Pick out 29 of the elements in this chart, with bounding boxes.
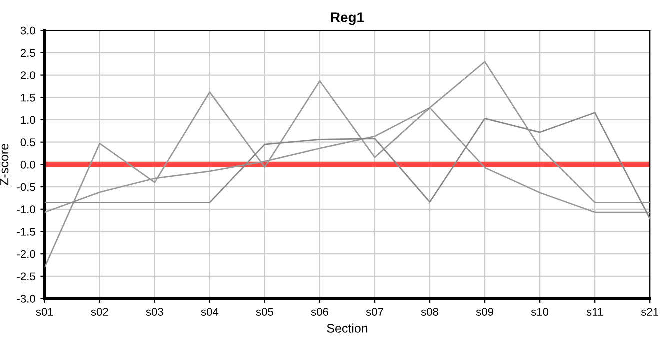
x-tick-label: s07: [366, 308, 384, 316]
y-tick-label: 2.5: [20, 49, 36, 58]
y-tick-label: -2.0: [17, 250, 36, 258]
x-tick-label: s21: [641, 308, 659, 316]
y-tick-label: -0.5: [17, 183, 36, 192]
x-tick-label: s08: [421, 308, 438, 316]
y-tick-label: 0.5: [20, 138, 36, 146]
y-tick-label: 2.0: [20, 72, 36, 80]
y-axis-title: Z-score: [0, 144, 9, 186]
y-tick-label: 1.0: [21, 116, 36, 124]
x-tick-label: s09: [476, 308, 494, 316]
x-tick-label: s11: [586, 308, 604, 316]
chart-title: Reg1: [331, 12, 364, 26]
y-tick-label: -3.0: [17, 295, 36, 303]
y-tick-label: -2.5: [17, 272, 36, 281]
x-tick-label: s05: [256, 308, 274, 316]
x-tick-label: s01: [36, 308, 54, 316]
x-tick-label: s04: [201, 308, 219, 316]
y-tick-label: -1.5: [17, 228, 36, 236]
line-series: [44, 112, 650, 220]
y-tick-label: 3.0: [20, 26, 36, 35]
x-tick-label: s02: [91, 308, 108, 316]
y-tick-label: 0.0: [20, 160, 36, 169]
x-axis-title: Section: [327, 324, 368, 333]
y-tick-label: -1.0: [17, 206, 36, 214]
x-tick-label: s03: [146, 308, 164, 316]
x-tick-label: s10: [531, 308, 549, 316]
x-tick-label: s06: [311, 308, 328, 316]
y-tick-label: 1.5: [21, 94, 36, 102]
